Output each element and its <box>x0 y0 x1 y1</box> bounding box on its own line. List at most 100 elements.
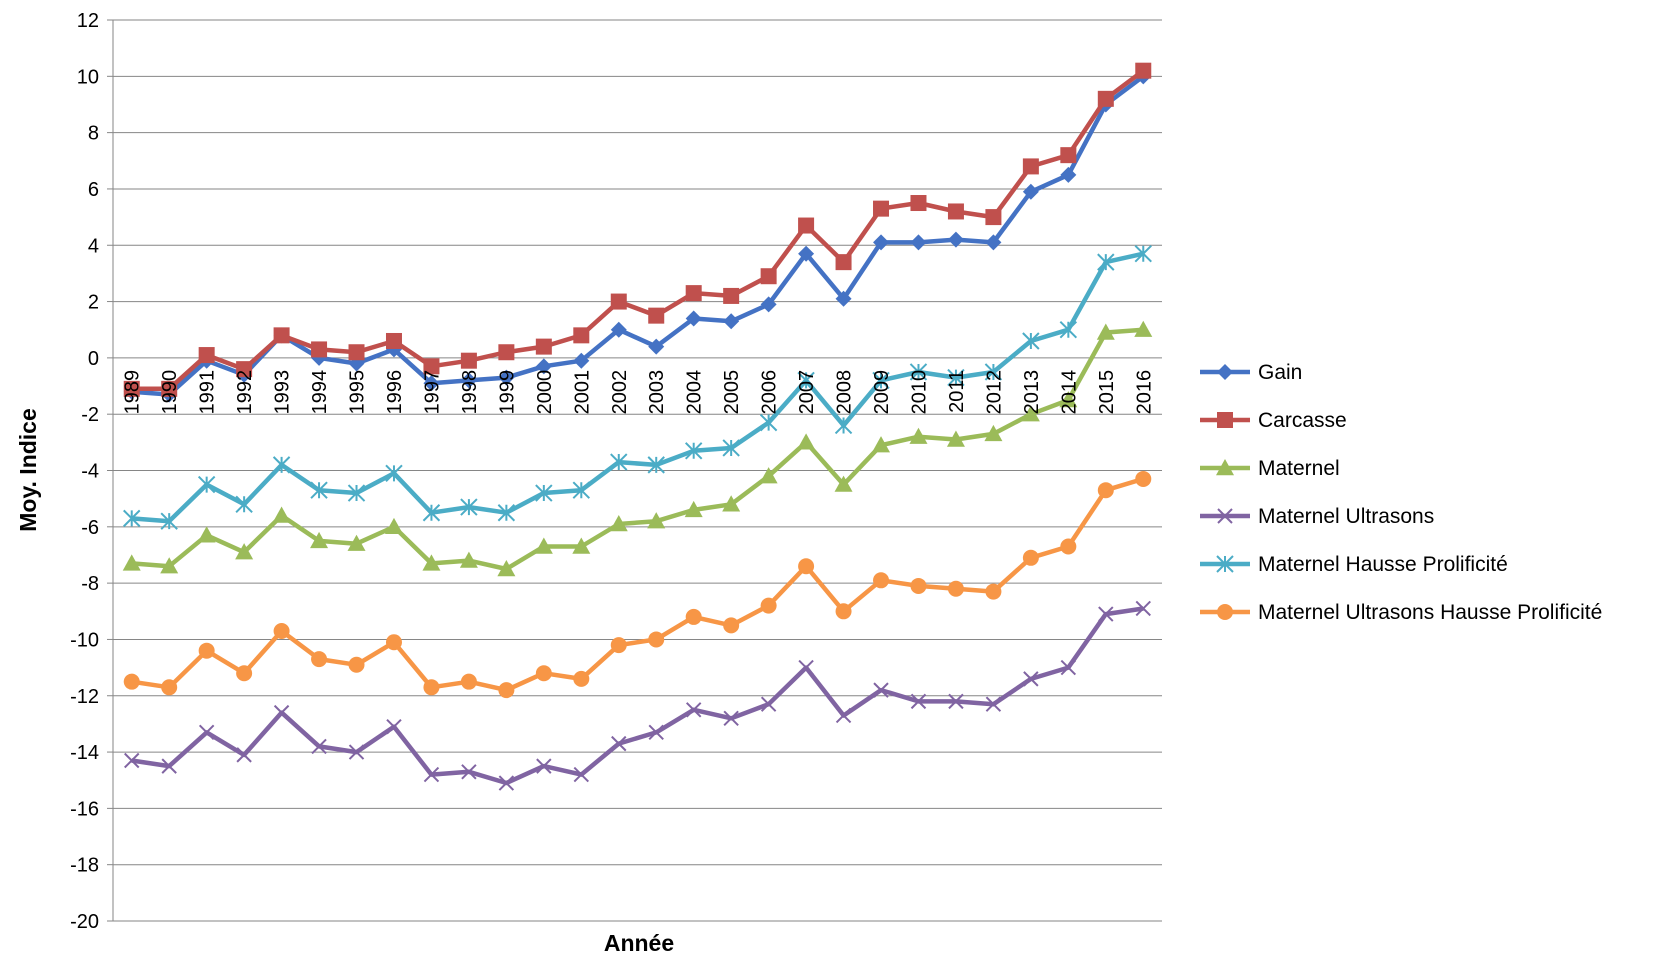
y-tick-label: 2 <box>88 292 99 314</box>
x-tick-label: 1994 <box>309 370 331 415</box>
data-point <box>1022 549 1039 566</box>
data-point <box>347 484 366 502</box>
legend-item: Gain <box>1200 361 1302 384</box>
y-tick-label: 12 <box>77 10 99 32</box>
data-point <box>873 572 890 589</box>
x-tick-label: 2010 <box>908 370 930 415</box>
data-point <box>984 363 1003 381</box>
legend-marker <box>1217 412 1233 428</box>
data-point <box>723 313 740 330</box>
data-point <box>310 531 329 549</box>
data-point <box>873 200 890 217</box>
x-tick-label: 2002 <box>609 370 631 415</box>
x-tick-label: 2011 <box>946 370 968 413</box>
data-point <box>460 673 477 690</box>
data-point <box>685 310 702 327</box>
x-tick-label: 1997 <box>421 370 443 415</box>
data-point <box>1135 470 1152 487</box>
data-point <box>647 456 665 474</box>
data-point <box>684 442 703 460</box>
x-tick-label: 2001 <box>571 370 593 415</box>
series-group <box>122 320 1153 577</box>
data-point <box>985 583 1002 600</box>
data-point <box>535 665 552 682</box>
data-point <box>1059 321 1078 339</box>
data-point <box>422 504 441 522</box>
data-point <box>160 512 178 530</box>
data-point <box>535 338 552 355</box>
x-tick-label: 2015 <box>1096 370 1118 415</box>
y-tick-label: -6 <box>81 517 99 539</box>
data-point <box>760 296 777 313</box>
data-point <box>573 352 590 369</box>
data-point <box>947 580 964 597</box>
data-point <box>386 719 402 735</box>
data-point <box>1097 482 1114 499</box>
data-point <box>197 475 216 494</box>
data-point <box>123 380 140 397</box>
legend-item: Maternel Ultrasons <box>1200 505 1434 528</box>
data-point <box>722 495 741 512</box>
x-tick-label: 2000 <box>534 370 556 415</box>
data-point <box>1096 323 1115 340</box>
legend-label: Maternel Hausse Prolificité <box>1258 553 1508 576</box>
data-point <box>1135 600 1151 617</box>
data-point <box>273 327 290 344</box>
series-line <box>131 251 1144 524</box>
y-axis-label: Moy. Indice <box>15 408 41 532</box>
x-axis-label: Année <box>604 930 674 956</box>
data-point <box>760 268 777 285</box>
data-point <box>423 375 440 392</box>
data-point <box>1135 62 1152 79</box>
data-point <box>835 707 852 724</box>
data-point <box>648 724 664 741</box>
gridlines <box>113 19 1162 922</box>
data-point <box>197 526 216 543</box>
y-tick-label: 8 <box>88 123 99 145</box>
series-group <box>123 62 1152 397</box>
series-line <box>131 327 1144 572</box>
data-point <box>534 537 553 554</box>
data-point <box>909 427 928 444</box>
data-point <box>946 430 965 447</box>
series-group <box>123 470 1152 699</box>
data-point <box>123 509 141 528</box>
data-point <box>835 290 852 307</box>
data-point <box>498 775 515 791</box>
data-point <box>310 481 328 499</box>
data-point <box>272 456 291 474</box>
y-tick-label: -20 <box>70 911 99 933</box>
data-point <box>348 656 365 673</box>
data-point <box>723 617 740 634</box>
y-tick-label: -16 <box>70 798 99 820</box>
legend-label: Maternel <box>1258 457 1340 480</box>
y-tick-label: -4 <box>81 461 99 483</box>
x-tick-label: 1995 <box>347 370 369 415</box>
data-point <box>572 537 591 554</box>
legend-label: Carcasse <box>1258 409 1347 432</box>
data-point <box>498 369 515 386</box>
series-line <box>131 476 1144 693</box>
x-tick-label: 2003 <box>646 370 668 415</box>
data-point <box>648 307 665 324</box>
data-point <box>423 679 440 696</box>
y-tick-label: 6 <box>88 179 99 201</box>
x-tick-label: 2007 <box>796 370 818 415</box>
data-point <box>947 368 965 387</box>
data-point <box>909 363 928 381</box>
x-tick-label: 2012 <box>983 370 1005 415</box>
x-tick-label: 1998 <box>459 370 481 415</box>
data-point <box>497 504 516 522</box>
data-point <box>536 758 552 774</box>
x-tick-label: 1996 <box>384 370 406 415</box>
data-point <box>984 424 1003 442</box>
x-tick-label: 1991 <box>197 370 219 415</box>
legend-label: Gain <box>1258 361 1302 384</box>
x-tick-label: 2013 <box>1021 370 1043 415</box>
data-point <box>760 597 777 614</box>
data-point <box>273 622 290 639</box>
data-point <box>123 673 140 690</box>
series-line <box>131 68 1145 392</box>
data-point <box>161 679 178 696</box>
data-point <box>759 467 778 484</box>
